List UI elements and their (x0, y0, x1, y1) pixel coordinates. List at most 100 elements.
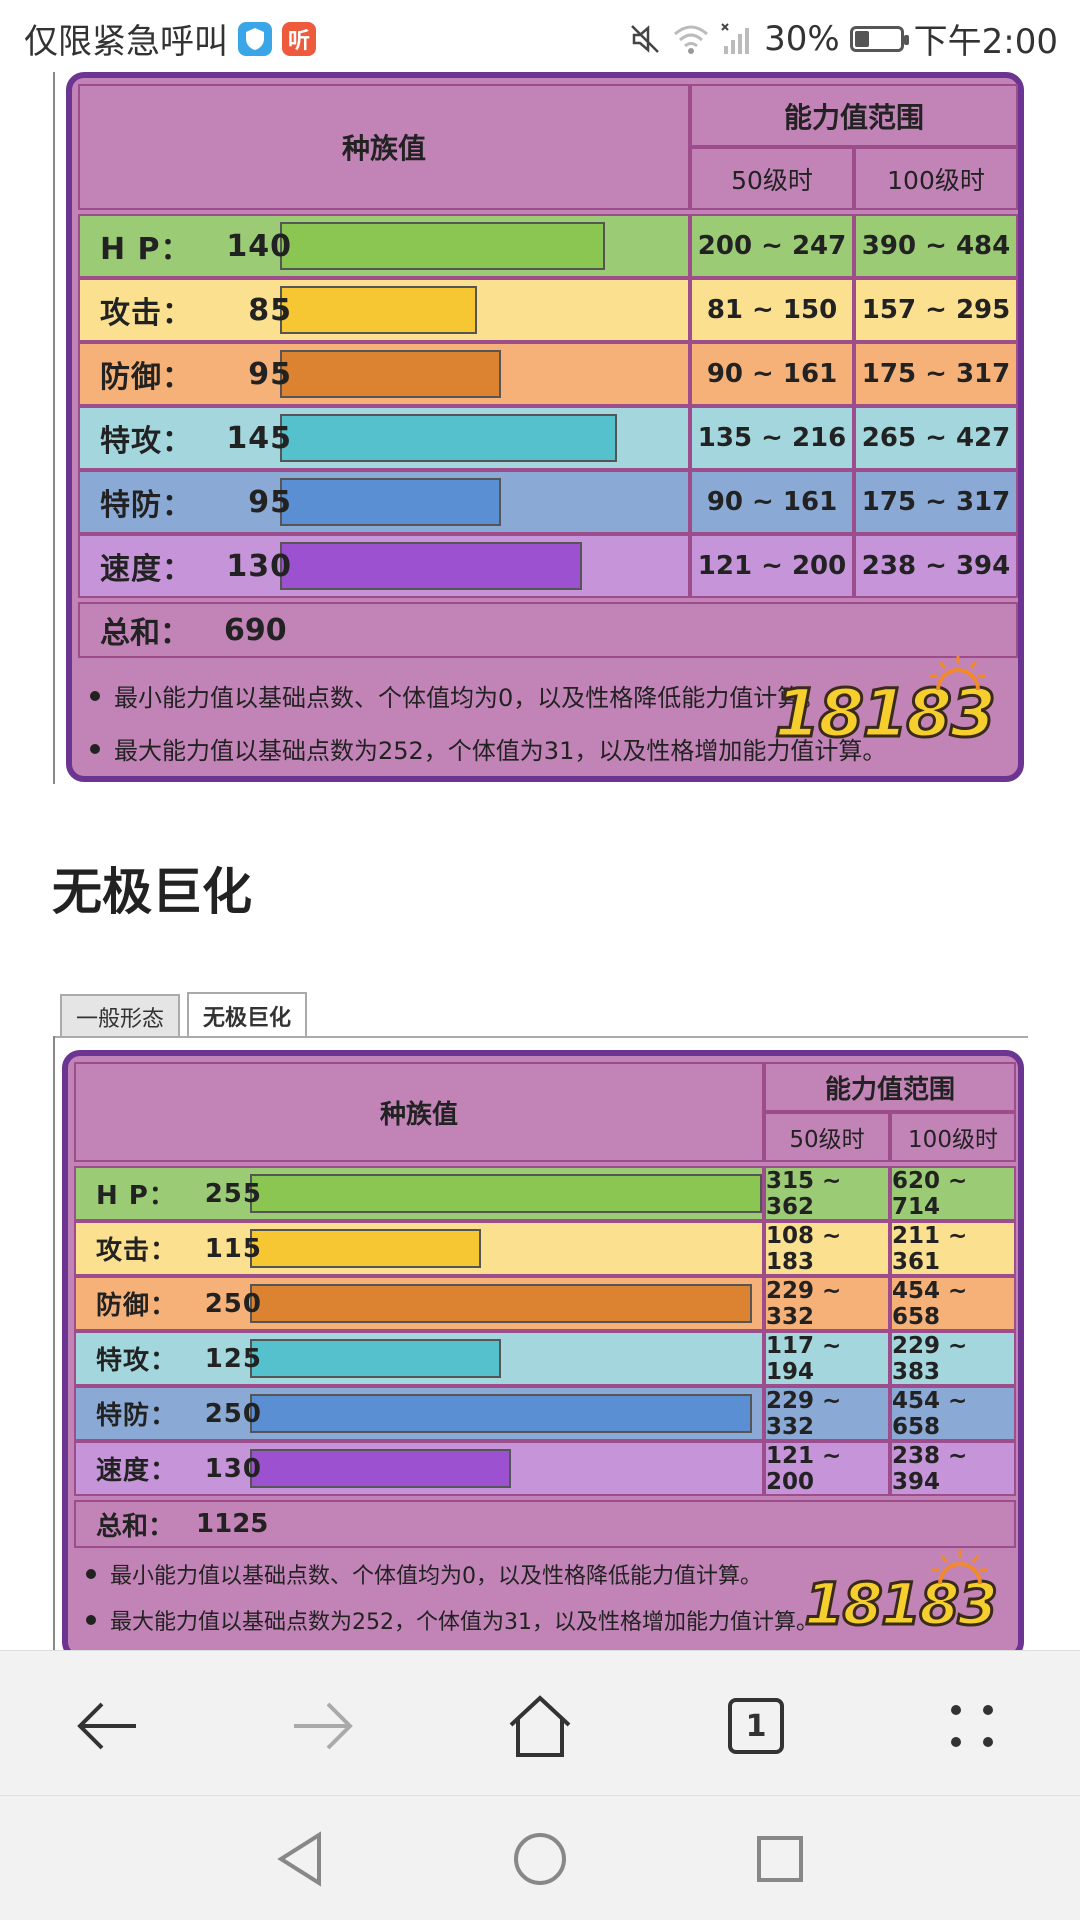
stat-label: 速度： 130 (96, 1443, 270, 1494)
level-50-range: 229 ~ 332 (764, 1276, 890, 1331)
stat-name: 攻击： (96, 1236, 178, 1266)
stat-label: 特攻： 125 (96, 1333, 270, 1384)
stat-bar (250, 1394, 752, 1433)
stat-value: 140 (226, 228, 292, 264)
mute-icon (631, 24, 659, 53)
stat-name: 速度： (100, 552, 193, 587)
level-100-range: 175 ~ 317 (854, 342, 1018, 406)
stat-name: H P： (100, 232, 192, 267)
bullet-icon (90, 743, 100, 754)
total-value: 1125 (196, 1509, 269, 1539)
tab-normal-form[interactable]: 一般形态 (60, 994, 180, 1038)
level-100-range: 229 ~ 383 (890, 1331, 1016, 1386)
level-50-range: 315 ~ 362 (764, 1166, 890, 1221)
base-stats-table-normal: 种族值 能力值范围 50级时 100级时 H P： 140 200 ~ 247 390 ~ 4… (66, 72, 1024, 782)
stat-bar (250, 1229, 481, 1268)
level-50-header: 50级时 (764, 1112, 890, 1162)
stat-name: 攻击： (100, 296, 193, 331)
clock: 下午2:00 (913, 22, 1058, 62)
stat-range-header: 能力值范围 (764, 1062, 1016, 1112)
stat-label: H P： 140 (100, 216, 300, 276)
notes-list: 最小能力值以基础点数、个体值均为0，以及性格降低能力值计算。最大能力值以基础点数… (90, 678, 886, 784)
stat-label: 特防： 95 (100, 472, 300, 532)
home-button[interactable] (495, 1681, 585, 1771)
stat-row: H P： 140 (78, 214, 690, 278)
stat-name: 防御： (96, 1291, 178, 1321)
browser-toolbar: 1 (0, 1650, 1080, 1795)
battery-percent: 30% (764, 18, 840, 59)
level-50-range: 200 ~ 247 (690, 214, 854, 278)
stat-label: 攻击： 85 (100, 280, 300, 340)
level-50-range: 81 ~ 150 (690, 278, 854, 342)
sun-icon (932, 1550, 988, 1585)
stat-value: 130 (204, 1453, 262, 1484)
base-stats-header: 种族值 (74, 1062, 764, 1162)
stat-value: 250 (204, 1398, 262, 1429)
note-item: 最小能力值以基础点数、个体值均为0，以及性格降低能力值计算。 (90, 678, 886, 713)
stat-row: 攻击： 85 (78, 278, 690, 342)
watermark-logo: 18183 (803, 1569, 1000, 1640)
level-50-header: 50级时 (690, 147, 854, 210)
nav-home-button[interactable] (505, 1824, 575, 1894)
forward-button[interactable] (278, 1681, 368, 1771)
nav-recents-button[interactable] (745, 1824, 815, 1894)
stat-value: 145 (226, 420, 292, 456)
stat-bar (250, 1174, 762, 1213)
stat-row: 速度： 130 (74, 1441, 764, 1496)
content-left-border (53, 72, 55, 784)
stat-label: 攻击： 115 (96, 1223, 270, 1274)
stat-row: 防御： 250 (74, 1276, 764, 1331)
system-nav-bar (0, 1795, 1080, 1920)
stat-row: 特攻： 125 (74, 1331, 764, 1386)
stat-value: 130 (226, 548, 292, 584)
level-100-range: 238 ~ 394 (854, 534, 1018, 598)
stat-row: 特攻： 145 (78, 406, 690, 470)
total-row: 总和： 690 (78, 602, 1018, 658)
bullet-icon (86, 1569, 96, 1579)
emergency-call-text: 仅限紧急呼叫 (24, 22, 228, 62)
stat-range-header: 能力值范围 (690, 84, 1018, 147)
tabs-button[interactable]: 1 (711, 1681, 801, 1771)
stat-name: 速度： (96, 1456, 178, 1486)
section-title-eternamax: 无极巨化 (52, 863, 252, 921)
stat-value: 125 (204, 1343, 262, 1374)
stat-bar (250, 1284, 752, 1323)
level-50-range: 90 ~ 161 (690, 342, 854, 406)
stat-value: 255 (204, 1178, 262, 1209)
level-100-range: 620 ~ 714 (890, 1166, 1016, 1221)
nav-back-button[interactable] (265, 1824, 335, 1894)
back-button[interactable] (62, 1681, 152, 1771)
stat-name: 特防： (100, 488, 193, 523)
triangle-back-icon (277, 1831, 321, 1887)
stat-bar (280, 414, 617, 462)
level-100-range: 211 ~ 361 (890, 1221, 1016, 1276)
stat-bar (250, 1339, 501, 1378)
notes-list: 最小能力值以基础点数、个体值均为0，以及性格降低能力值计算。 最大能力值以基础点数… (86, 1558, 818, 1650)
note-item: 最小能力值以基础点数、个体值均为0，以及性格降低能力值计算。 (86, 1558, 818, 1590)
stat-label: 特防： 250 (96, 1388, 270, 1439)
stat-value: 95 (248, 484, 292, 520)
menu-button[interactable] (927, 1681, 1017, 1771)
total-value: 690 (224, 612, 287, 648)
web-content[interactable]: 种族值 能力值范围 50级时 100级时 H P： 140 200 ~ 247 390 ~ 4… (0, 72, 1080, 1650)
level-100-range: 175 ~ 317 (854, 470, 1018, 534)
signal-icon (721, 22, 750, 54)
note-text: 最大能力值以基础点数为252，个体值为31，以及性格增加能力值计算。 (114, 737, 887, 765)
level-100-range: 390 ~ 484 (854, 214, 1018, 278)
level-100-range: 454 ~ 658 (890, 1386, 1016, 1441)
total-label: 总和： (100, 616, 190, 651)
tab-underline (53, 1036, 1028, 1038)
level-50-range: 121 ~ 200 (690, 534, 854, 598)
stat-row: 特防： 95 (78, 470, 690, 534)
stat-name: 防御： (100, 360, 193, 395)
note-text: 最小能力值以基础点数、个体值均为0，以及性格降低能力值计算。 (114, 684, 826, 712)
stat-name: H P： (96, 1181, 176, 1211)
level-100-header: 100级时 (890, 1112, 1016, 1162)
arrow-left-icon (77, 1702, 136, 1750)
sun-icon (930, 656, 986, 691)
watermark-logo: 18183 (773, 674, 998, 754)
level-50-range: 135 ~ 216 (690, 406, 854, 470)
tab-eternamax[interactable]: 无极巨化 (187, 992, 307, 1038)
stat-bar (280, 286, 477, 334)
bullet-icon (86, 1615, 96, 1625)
